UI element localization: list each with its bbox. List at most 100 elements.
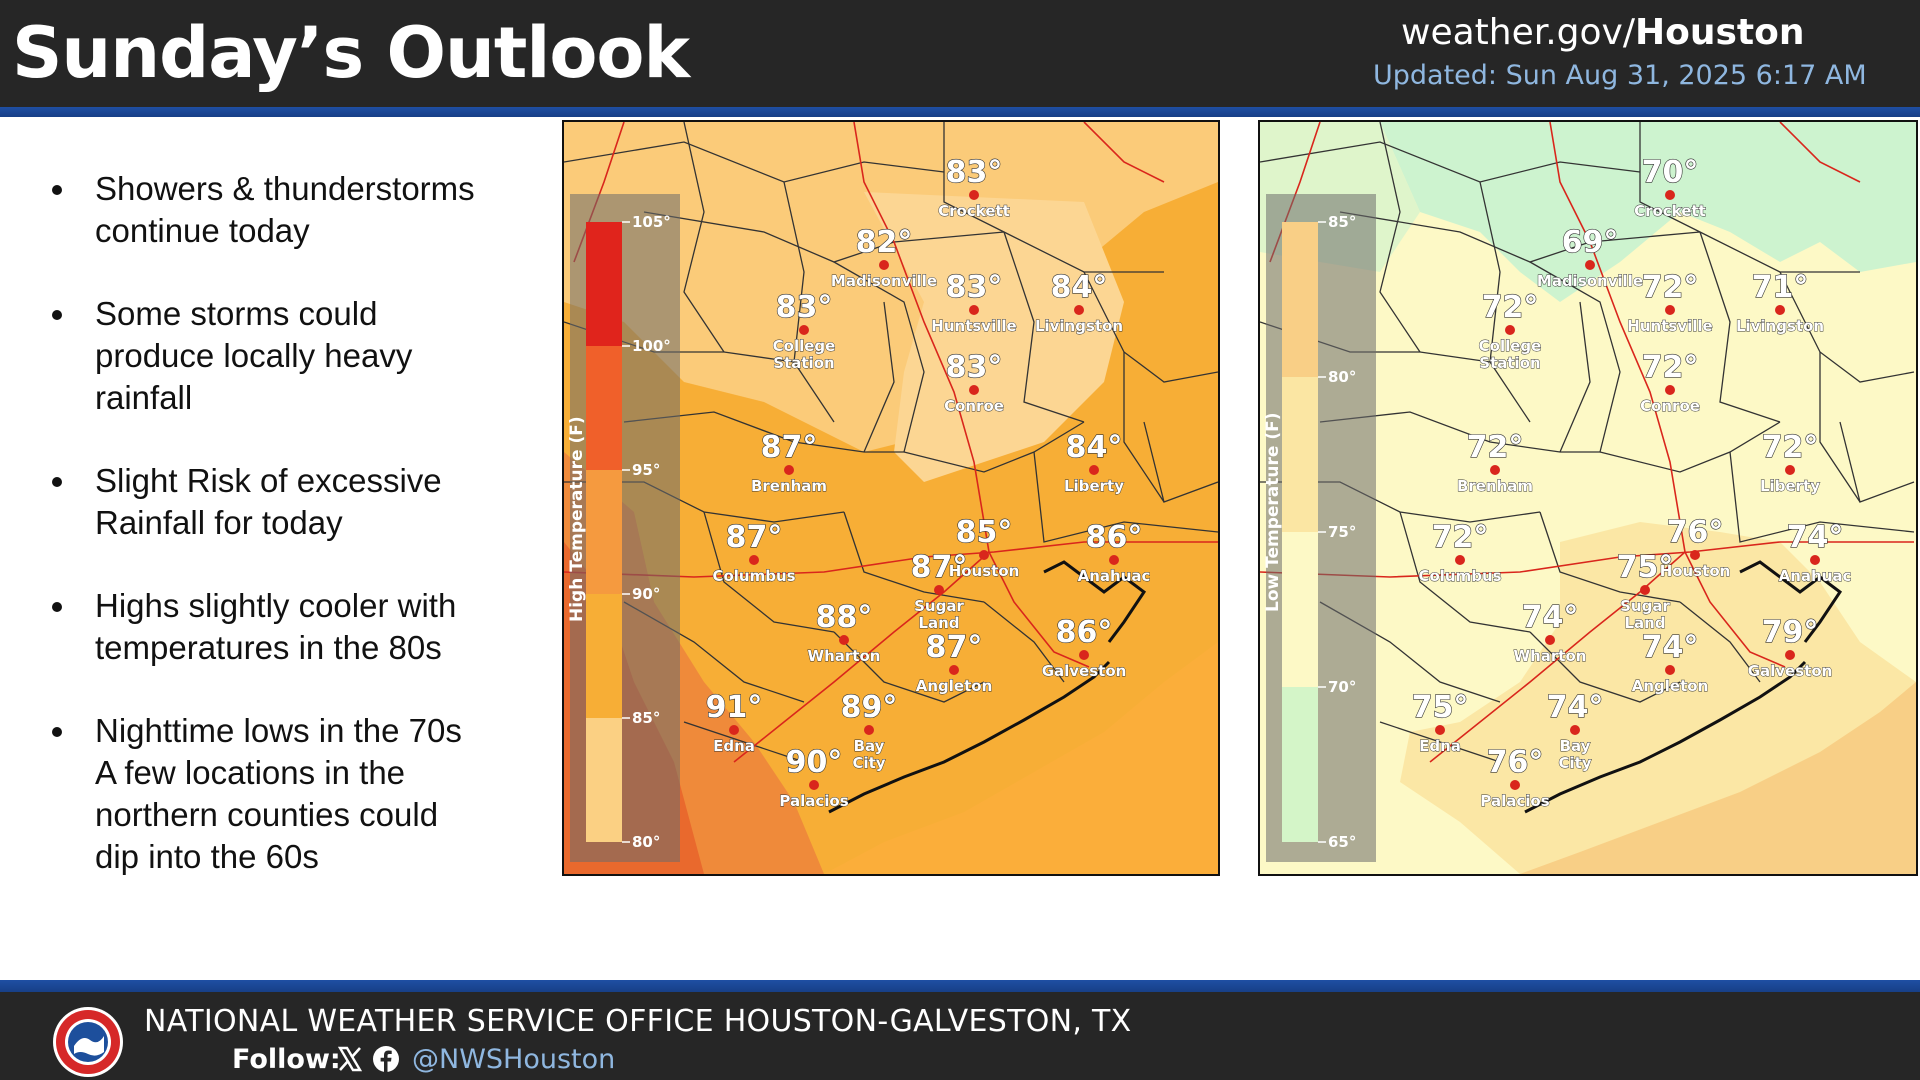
bullet-dot-icon [52, 727, 62, 737]
county-boundary [1529, 261, 1621, 453]
cool-zone [1380, 122, 1916, 302]
city-temperature: 76° [1667, 515, 1724, 550]
legend-color-band [1282, 532, 1318, 687]
county-lines [1260, 122, 1915, 763]
city-name: Madisonville [831, 272, 937, 290]
city-marker: 87° Angleton [915, 629, 992, 695]
county-boundary [683, 721, 805, 763]
city-dot-icon [934, 585, 944, 595]
city-name: Station [773, 354, 834, 372]
bullet-text: Highs slightly cooler with temperatures … [95, 587, 457, 666]
highway-line [1429, 551, 1686, 763]
legend-tick-label: 70° [1328, 678, 1356, 696]
legend-tick-label: 100° [632, 337, 671, 355]
city-temperature: 87° [726, 520, 783, 555]
bullet-item: Showers & thunderstorms continue today [48, 168, 508, 252]
city-name: City [852, 754, 885, 772]
city-dot-icon [1510, 780, 1520, 790]
county-boundary [833, 261, 925, 453]
city-name: Crockett [938, 202, 1010, 220]
city-marker: 83° Crockett [938, 154, 1011, 220]
city-dot-icon [809, 780, 819, 790]
city-temperature: 83° [946, 350, 1003, 385]
x-icon[interactable] [336, 1045, 364, 1073]
county-boundary [683, 122, 725, 353]
city-name: Liberty [1760, 477, 1820, 495]
city-temperature: 91° [706, 690, 763, 725]
county-boundary [1033, 451, 1218, 543]
county-boundary [1679, 601, 1761, 683]
city-dot-icon [1785, 465, 1795, 475]
city-dot-icon [1490, 465, 1500, 475]
city-name: Wharton [808, 647, 881, 665]
highway-lines [1260, 122, 1914, 763]
city-temperature: 72° [1642, 270, 1699, 305]
city-temperature: 74° [1787, 520, 1844, 555]
highway-line [733, 551, 990, 763]
header-bar [0, 0, 1920, 107]
city-marker: 72° Liberty [1760, 429, 1821, 495]
city-temperature: 79° [1762, 615, 1819, 650]
city-dot-icon [1079, 650, 1089, 660]
city-temperature: 72° [1482, 290, 1539, 325]
nws-logo-icon [53, 1007, 123, 1077]
city-marker: 76° Houston [1659, 514, 1731, 580]
city-name: Crockett [1634, 202, 1706, 220]
city-name: Land [918, 614, 959, 632]
city-dot-icon [979, 550, 989, 560]
county-boundary [1529, 631, 1681, 703]
city-temperature: 74° [1522, 600, 1579, 635]
city-dot-icon [1665, 305, 1675, 315]
city-temperature: 84° [1066, 430, 1123, 465]
city-name: Land [1624, 614, 1665, 632]
legend-tick-label: 65° [1328, 833, 1356, 851]
county-boundary [1819, 352, 1861, 503]
city-dot-icon [1545, 635, 1555, 645]
city-marker: 71° Livingston [1735, 269, 1824, 335]
city-marker: 75° Edna [1411, 689, 1469, 755]
legend-color-band [586, 346, 622, 470]
high-temperature-map: 105° 100° 95° 90° 85° 80° High Temperature (F… [562, 120, 1220, 876]
county-boundary [1699, 231, 1781, 423]
city-marker: 87° Columbus [712, 519, 796, 585]
city-name: Houston [1660, 562, 1731, 580]
city-name: Wharton [1514, 647, 1587, 665]
city-name: Columbus [712, 567, 795, 585]
city-dot-icon [1585, 260, 1595, 270]
city-temperature: 83° [776, 290, 833, 325]
county-boundary [1599, 421, 1781, 473]
city-dot-icon [1810, 555, 1820, 565]
bullet-item: Nighttime lows in the 70s A few location… [48, 710, 508, 878]
county-boundary [1559, 301, 1591, 453]
county-boundary [1123, 352, 1165, 503]
city-temperature: 72° [1467, 430, 1524, 465]
city-temperature: 89° [841, 690, 898, 725]
city-dot-icon [729, 725, 739, 735]
city-marker: 84° Liberty [1064, 429, 1125, 495]
legend-tick-label: 105° [632, 213, 671, 231]
highway-line [853, 122, 1090, 668]
city-dot-icon [864, 725, 874, 735]
city-dot-icon [969, 305, 979, 315]
city-name: Palacios [1480, 792, 1549, 810]
city-temperature: 90° [786, 745, 843, 780]
site-link[interactable]: weather.gov/Houston [1401, 12, 1804, 53]
coolest-zone [864, 192, 1124, 482]
city-name: College [1479, 337, 1542, 355]
facebook-icon[interactable] [372, 1045, 400, 1073]
city-name: Anahuac [1779, 567, 1852, 585]
city-name: Liberty [1064, 477, 1124, 495]
city-temperature: 87° [911, 550, 968, 585]
city-name: Houston [949, 562, 1020, 580]
city-dot-icon [1665, 190, 1675, 200]
legend-title: High Temperature (F) [567, 416, 587, 622]
legend-title: Low Temperature (F) [1263, 413, 1283, 612]
county-boundary [623, 411, 904, 453]
bullet-dot-icon [52, 310, 62, 320]
city-name: Livingston [1736, 317, 1824, 335]
social-handle[interactable]: @NWSHouston [412, 1044, 616, 1075]
legend-tick-label: 80° [1328, 368, 1356, 386]
highway-line [1260, 541, 1914, 578]
